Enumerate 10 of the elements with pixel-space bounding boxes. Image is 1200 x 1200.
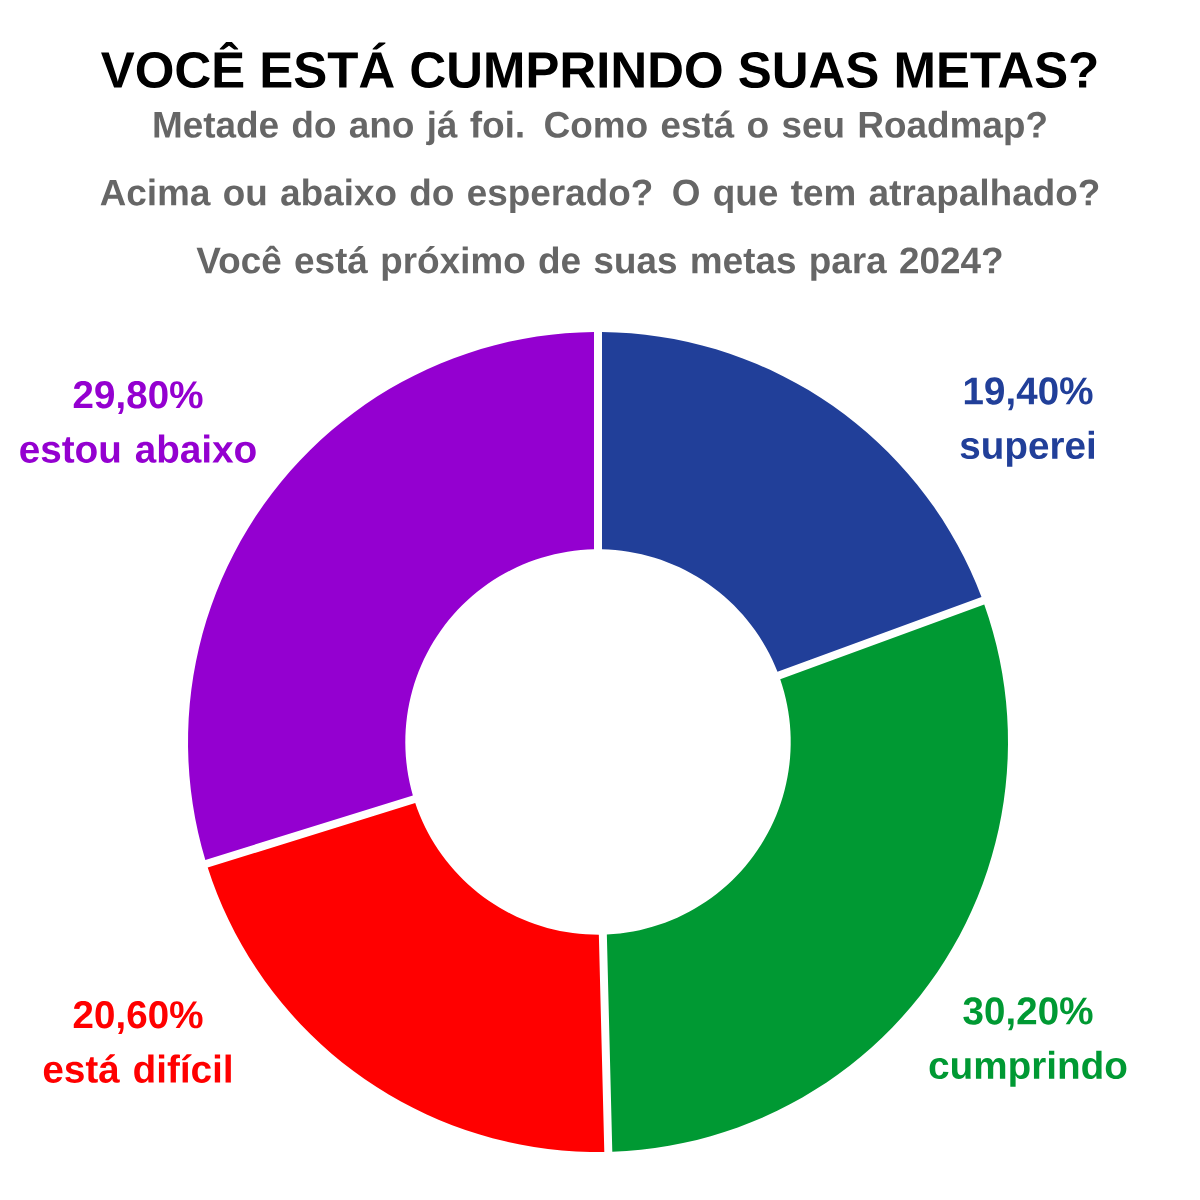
slice-label: superei xyxy=(960,430,1094,467)
slice-label: está difícil xyxy=(43,1054,231,1083)
data-label: 29,80% xyxy=(73,381,203,415)
data-label: 20,60% xyxy=(73,1001,203,1035)
slice-label: cumprindo xyxy=(929,1050,1127,1087)
data-label: 30,20% xyxy=(963,997,1093,1031)
data-label: 19,40% xyxy=(964,377,1093,411)
chart-subtitle: Metade do ano já foi. Como está o seu Roadmap? Acima ou abaixo do esperado? O que tem atrapalhado? Você está próximo de suas metas para 2024? xyxy=(100,110,1099,281)
chart-title: VOCÊ ESTÁ CUMPRINDO SUAS METAS? xyxy=(101,41,1097,89)
slice-label: estou abaixo xyxy=(20,434,256,463)
